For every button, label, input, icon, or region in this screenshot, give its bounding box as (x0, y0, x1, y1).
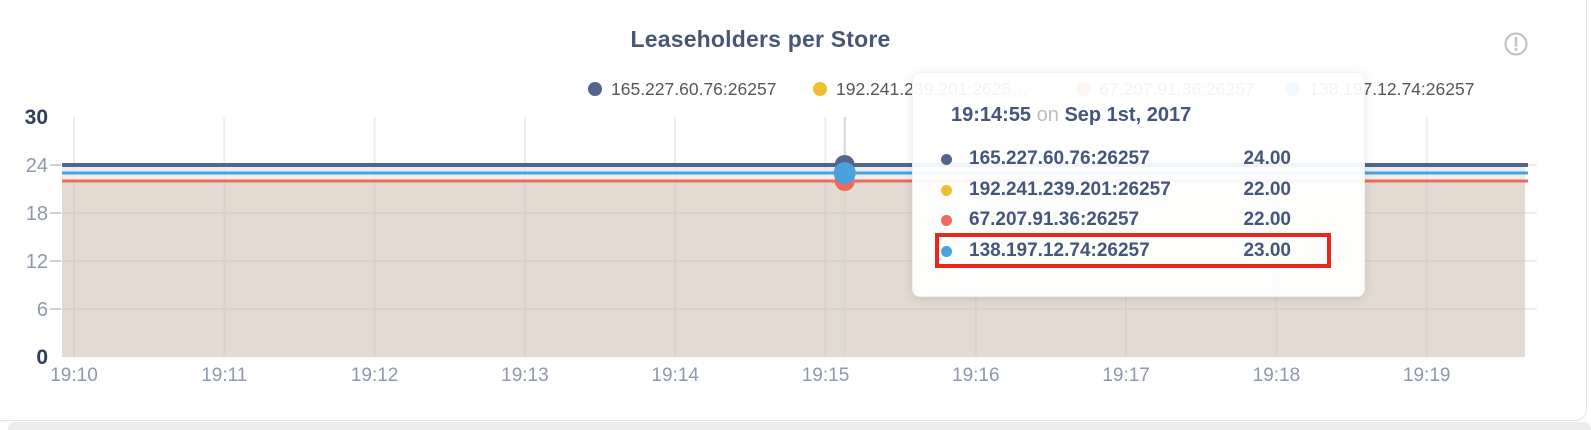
tooltip-series-value: 22.00 (1243, 178, 1291, 200)
tooltip-time: 19:14:55 (951, 104, 1032, 126)
tooltip-rows: 165.227.60.76:26257 24.00 192.241.239.201:… (913, 144, 1364, 266)
x-axis-label: 19:18 (1253, 365, 1301, 386)
x-axis-label: 19:19 (1403, 365, 1451, 386)
tooltip-timestamp: 19:14:55 on Sep 1st, 2017 (951, 104, 1191, 127)
area-band-top (62, 165, 1525, 173)
tooltip-series-dot-icon (941, 154, 952, 165)
tooltip-series-value: 23.00 (1243, 239, 1291, 261)
tooltip-row-3-highlighted: 138.197.12.74:26257 23.00 (913, 236, 1364, 267)
tooltip-series-dot-icon (941, 184, 952, 196)
tooltip-row-1: 192.241.239.201:26257 22.00 (913, 175, 1364, 206)
crosshair-dot-3 (833, 162, 856, 184)
legend-dot-icon (588, 82, 602, 96)
tooltip-series-name: 138.197.12.74:26257 (969, 239, 1150, 261)
info-alert-icon[interactable] (1503, 31, 1529, 57)
tooltip-series-name: 192.241.239.201:26257 (969, 178, 1171, 200)
next-panel-edge (8, 422, 1591, 430)
area-band-mid (62, 173, 1525, 181)
y-axis-label: 24 (26, 155, 48, 177)
x-axis-label: 19:10 (50, 365, 98, 386)
legend-label: 165.227.60.76:26257 (611, 78, 777, 99)
tooltip-row-0: 165.227.60.76:26257 24.00 (913, 144, 1364, 175)
y-axis-label: 18 (26, 203, 48, 225)
tooltip-row-2: 67.207.91.36:26257 22.00 (913, 205, 1364, 236)
tooltip-series-value: 24.00 (1243, 148, 1291, 169)
x-axis-label: 19:14 (651, 365, 699, 386)
y-axis-label: 30 (25, 106, 48, 129)
y-axis-label: 0 (36, 346, 48, 369)
y-axis-label: 12 (26, 251, 48, 273)
x-axis-label: 19:12 (351, 365, 399, 386)
legend-item-0[interactable]: 165.227.60.76:26257 (588, 79, 776, 99)
tooltip-date: Sep 1st, 2017 (1064, 104, 1192, 126)
chart-title: Leaseholders per Store (630, 26, 891, 52)
tooltip-series-value: 22.00 (1243, 209, 1291, 230)
tooltip-connector: on (1036, 104, 1059, 126)
x-axis-label: 19:17 (1102, 365, 1150, 386)
tooltip-series-name: 165.227.60.76:26257 (969, 148, 1150, 169)
chart-tooltip: 19:14:55 on Sep 1st, 2017 165.227.60.76:… (912, 72, 1365, 297)
x-axis-label: 19:15 (802, 365, 850, 386)
x-axis-label: 19:16 (952, 365, 1000, 386)
x-axis-label: 19:11 (201, 365, 247, 386)
y-axis-label: 6 (37, 299, 48, 321)
x-axis-label: 19:13 (501, 365, 549, 386)
tooltip-series-dot-icon (941, 215, 952, 226)
tooltip-series-dot-icon (941, 245, 952, 257)
legend-dot-icon (813, 82, 827, 96)
tooltip-series-name: 67.207.91.36:26257 (969, 209, 1140, 230)
